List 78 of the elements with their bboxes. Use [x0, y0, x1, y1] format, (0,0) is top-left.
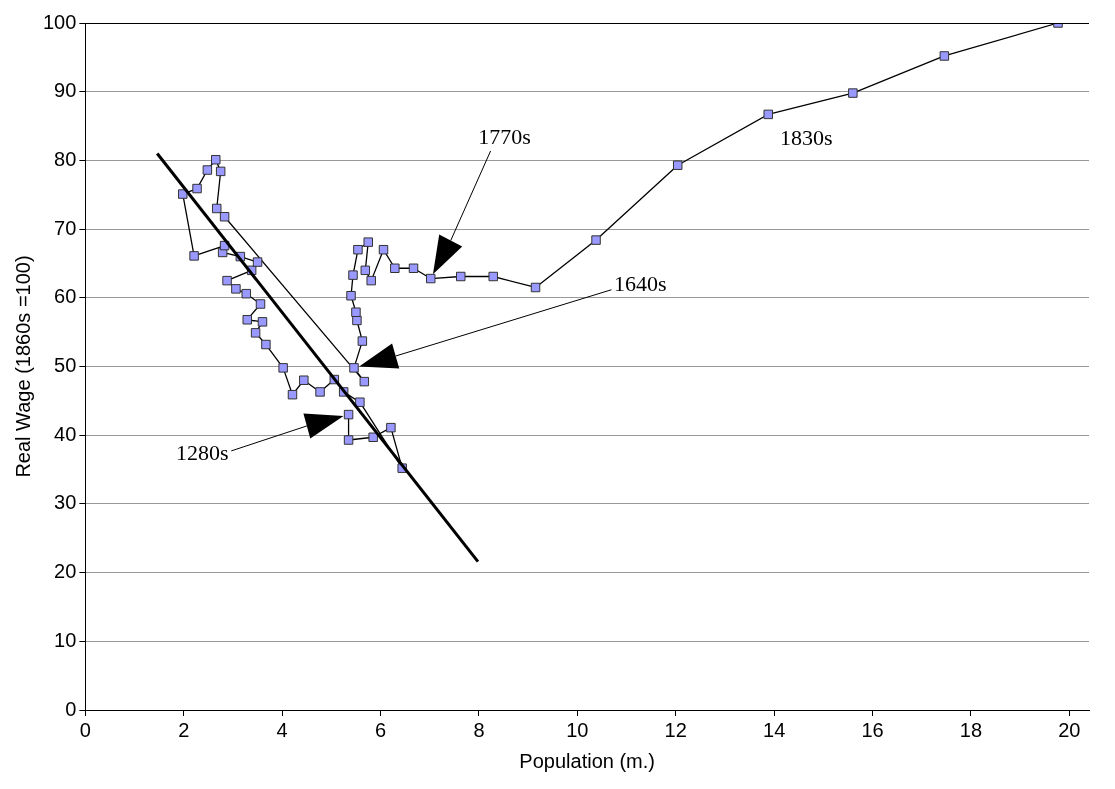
point — [211, 203, 222, 214]
y-axis-title: Real Wage (1860s =100) — [11, 255, 34, 478]
x-tick-label: 4 — [276, 718, 288, 741]
y-tick-label: 100 — [42, 10, 77, 33]
y-tick-label: 30 — [54, 491, 77, 514]
y-tick-label: 40 — [54, 422, 77, 445]
point — [287, 389, 298, 400]
point — [343, 435, 354, 445]
point — [222, 275, 232, 286]
point — [390, 263, 400, 273]
point — [261, 339, 271, 350]
x-tick-label: 0 — [79, 718, 91, 741]
point — [939, 51, 950, 61]
point — [315, 387, 325, 397]
point — [352, 315, 362, 326]
point — [278, 363, 288, 373]
point — [252, 257, 263, 267]
x-tick-label: 6 — [374, 718, 387, 741]
y-tick-label: 90 — [54, 79, 77, 102]
point — [346, 291, 356, 301]
x-tick-label: 16 — [861, 718, 884, 741]
point — [178, 189, 188, 199]
point — [215, 166, 226, 177]
annotation: 1770s — [478, 123, 531, 149]
point — [351, 307, 361, 317]
x-tick-label: 12 — [664, 718, 687, 741]
point — [366, 275, 376, 286]
annotation: 1830s — [779, 125, 833, 151]
x-axis-title: Population (m.) — [519, 749, 655, 772]
point — [219, 211, 230, 222]
point — [211, 154, 221, 165]
point — [353, 244, 363, 255]
y-tick-label: 60 — [54, 285, 77, 308]
point — [231, 284, 241, 294]
point — [299, 375, 309, 385]
y-tick-label: 80 — [54, 147, 77, 170]
point — [202, 165, 213, 175]
point — [349, 363, 359, 373]
point — [848, 88, 858, 98]
point — [355, 397, 365, 407]
x-tick-label: 2 — [178, 718, 190, 741]
point — [255, 299, 266, 309]
point — [242, 315, 252, 325]
point — [488, 271, 498, 282]
arrow-note: 1280s — [176, 413, 344, 465]
point — [408, 263, 419, 273]
point — [672, 160, 683, 170]
point — [378, 244, 389, 255]
point — [189, 251, 199, 261]
point — [359, 376, 370, 387]
x-tick-label: 18 — [959, 718, 983, 741]
point — [360, 265, 371, 276]
y-tick-label: 10 — [54, 628, 77, 651]
point — [348, 270, 358, 280]
point — [257, 317, 268, 327]
x-tick-label: 10 — [566, 718, 589, 741]
point — [363, 237, 373, 247]
point — [386, 422, 396, 433]
point — [368, 432, 378, 442]
point — [456, 271, 466, 282]
x-tick-label: 8 — [473, 718, 485, 741]
y-tick-label: 50 — [54, 354, 77, 377]
annotation: 1280s — [176, 439, 229, 465]
point — [357, 336, 368, 346]
point — [591, 235, 601, 245]
point — [192, 183, 202, 194]
x-tick-label: 20 — [1058, 718, 1081, 741]
point — [241, 288, 251, 299]
y-tick-label: 70 — [54, 216, 77, 239]
y-tick-label: 0 — [65, 697, 77, 720]
point — [425, 273, 436, 284]
point — [343, 409, 354, 420]
point — [763, 109, 773, 120]
x-tick-label: 14 — [763, 718, 786, 741]
y-tick-label: 20 — [54, 560, 77, 583]
point — [530, 282, 541, 293]
annotation: 1640s — [614, 270, 667, 296]
point — [250, 328, 261, 338]
